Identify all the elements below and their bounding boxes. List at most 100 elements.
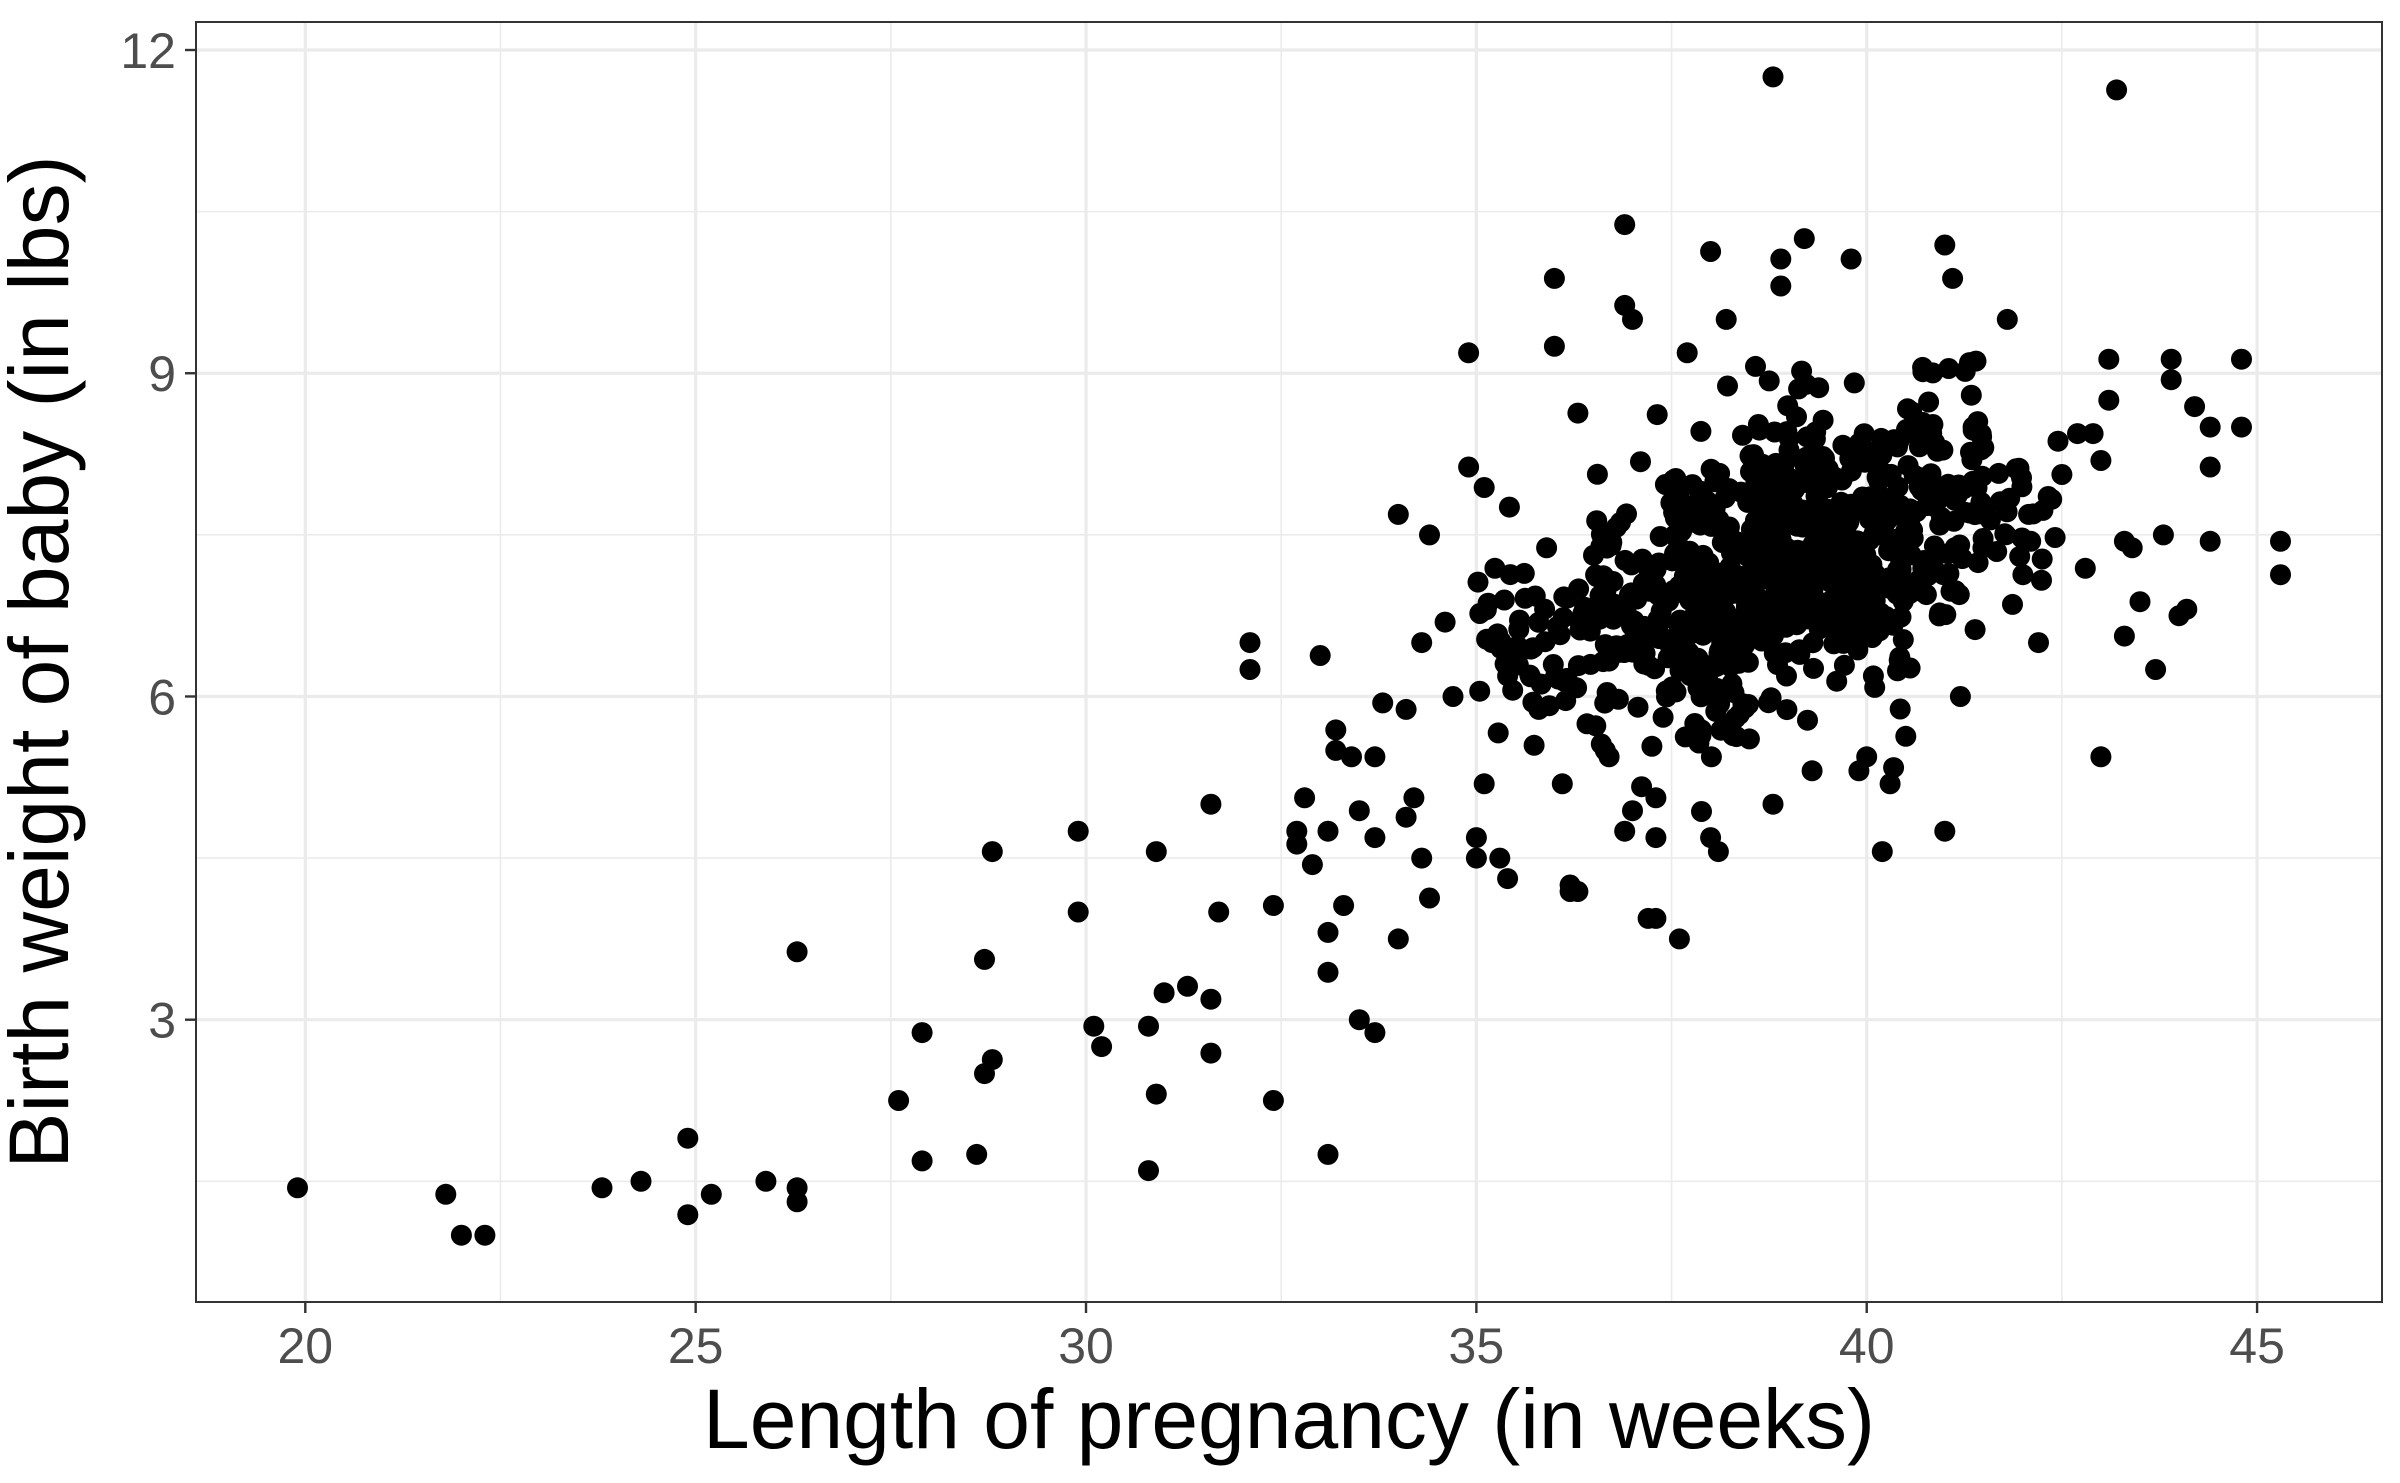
data-point — [1364, 746, 1386, 768]
data-point — [1690, 671, 1712, 693]
data-point — [1138, 1160, 1159, 1182]
data-point — [1419, 887, 1440, 909]
data-point — [2098, 348, 2120, 370]
x-tick-label: 45 — [2229, 1318, 2285, 1374]
data-point — [1498, 496, 1520, 518]
data-point — [2022, 503, 2044, 525]
data-point — [1924, 432, 1946, 454]
data-point — [1489, 847, 1511, 869]
data-point — [1502, 679, 1524, 701]
data-point — [2270, 564, 2291, 586]
data-point — [1912, 557, 1934, 579]
data-point — [1239, 632, 1261, 654]
data-point — [1748, 419, 1770, 441]
data-point — [1754, 597, 1776, 619]
data-point — [1871, 841, 1893, 863]
data-point — [1820, 562, 1842, 584]
data-point — [1309, 645, 1331, 666]
data-point — [1569, 619, 1591, 641]
data-point — [1802, 578, 1824, 600]
data-point — [1889, 698, 1911, 720]
data-point — [1668, 928, 1690, 950]
data-point — [2067, 423, 2088, 445]
data-point — [1934, 234, 1956, 256]
data-point — [1691, 801, 1712, 822]
data-point — [287, 1177, 308, 1199]
data-point — [1648, 628, 1670, 650]
data-point — [1553, 670, 1575, 692]
data-point — [591, 1177, 613, 1199]
data-point — [1487, 623, 1508, 645]
data-point — [1803, 657, 1824, 679]
data-point — [911, 1150, 933, 1172]
data-point — [1586, 463, 1608, 485]
data-point — [1403, 787, 1425, 809]
x-tick-label: 40 — [1839, 1318, 1895, 1374]
data-point — [1770, 275, 1792, 297]
data-point — [1487, 722, 1509, 744]
data-point — [1833, 654, 1855, 676]
data-point — [1507, 635, 1529, 657]
data-point — [1514, 587, 1536, 609]
data-point — [1715, 308, 1737, 330]
data-point — [2121, 537, 2143, 559]
data-point — [1317, 1143, 1339, 1165]
data-point — [1928, 605, 1950, 627]
data-point — [1972, 528, 1994, 549]
data-point — [1934, 820, 1956, 842]
data-point — [1877, 464, 1899, 486]
data-point — [2113, 625, 2135, 647]
data-point — [1411, 632, 1433, 654]
data-point — [1865, 440, 1887, 462]
data-point — [1645, 558, 1667, 580]
data-point — [1688, 732, 1710, 754]
data-point — [1948, 584, 1970, 606]
data-point — [1621, 641, 1643, 663]
data-point — [1317, 961, 1339, 983]
data-point — [1989, 491, 2011, 513]
data-point — [1711, 562, 1733, 584]
data-point — [1705, 700, 1727, 722]
data-point — [1552, 607, 1574, 629]
data-point — [1897, 398, 1918, 420]
data-point — [1741, 550, 1763, 572]
data-point — [755, 1170, 777, 1192]
data-point — [1694, 566, 1716, 588]
data-point — [2047, 430, 2069, 452]
data-point — [1700, 746, 1722, 768]
data-point — [2106, 79, 2128, 101]
data-point — [1286, 833, 1308, 855]
data-point — [1627, 696, 1649, 718]
data-point — [1585, 715, 1607, 737]
data-point — [1301, 854, 1323, 876]
data-point — [1793, 228, 1815, 250]
data-point — [1568, 578, 1590, 600]
data-point — [1411, 847, 1433, 869]
data-point — [1395, 698, 1417, 720]
data-point — [1200, 793, 1222, 815]
data-point — [1776, 699, 1798, 721]
data-point — [1641, 735, 1663, 757]
data-point — [1294, 787, 1316, 809]
data-point — [1467, 571, 1489, 593]
data-point — [1988, 462, 2010, 484]
data-point — [1797, 709, 1818, 731]
data-point — [1716, 533, 1738, 555]
data-point — [2051, 464, 2073, 485]
x-tick-label: 20 — [277, 1318, 333, 1374]
data-point — [1493, 589, 1515, 611]
data-point — [1786, 512, 1808, 534]
data-point — [966, 1143, 988, 1165]
data-point — [1509, 609, 1530, 631]
data-point — [1842, 559, 1864, 581]
data-point — [2002, 593, 2023, 615]
data-point — [1520, 666, 1541, 688]
data-point — [2199, 530, 2221, 552]
data-point — [1364, 1022, 1386, 1044]
data-point — [2082, 423, 2104, 445]
data-point — [1819, 537, 1841, 559]
data-point — [2160, 369, 2182, 391]
data-point — [2028, 632, 2049, 654]
y-axis-ticks: 3 6 9 12 — [120, 23, 196, 1049]
